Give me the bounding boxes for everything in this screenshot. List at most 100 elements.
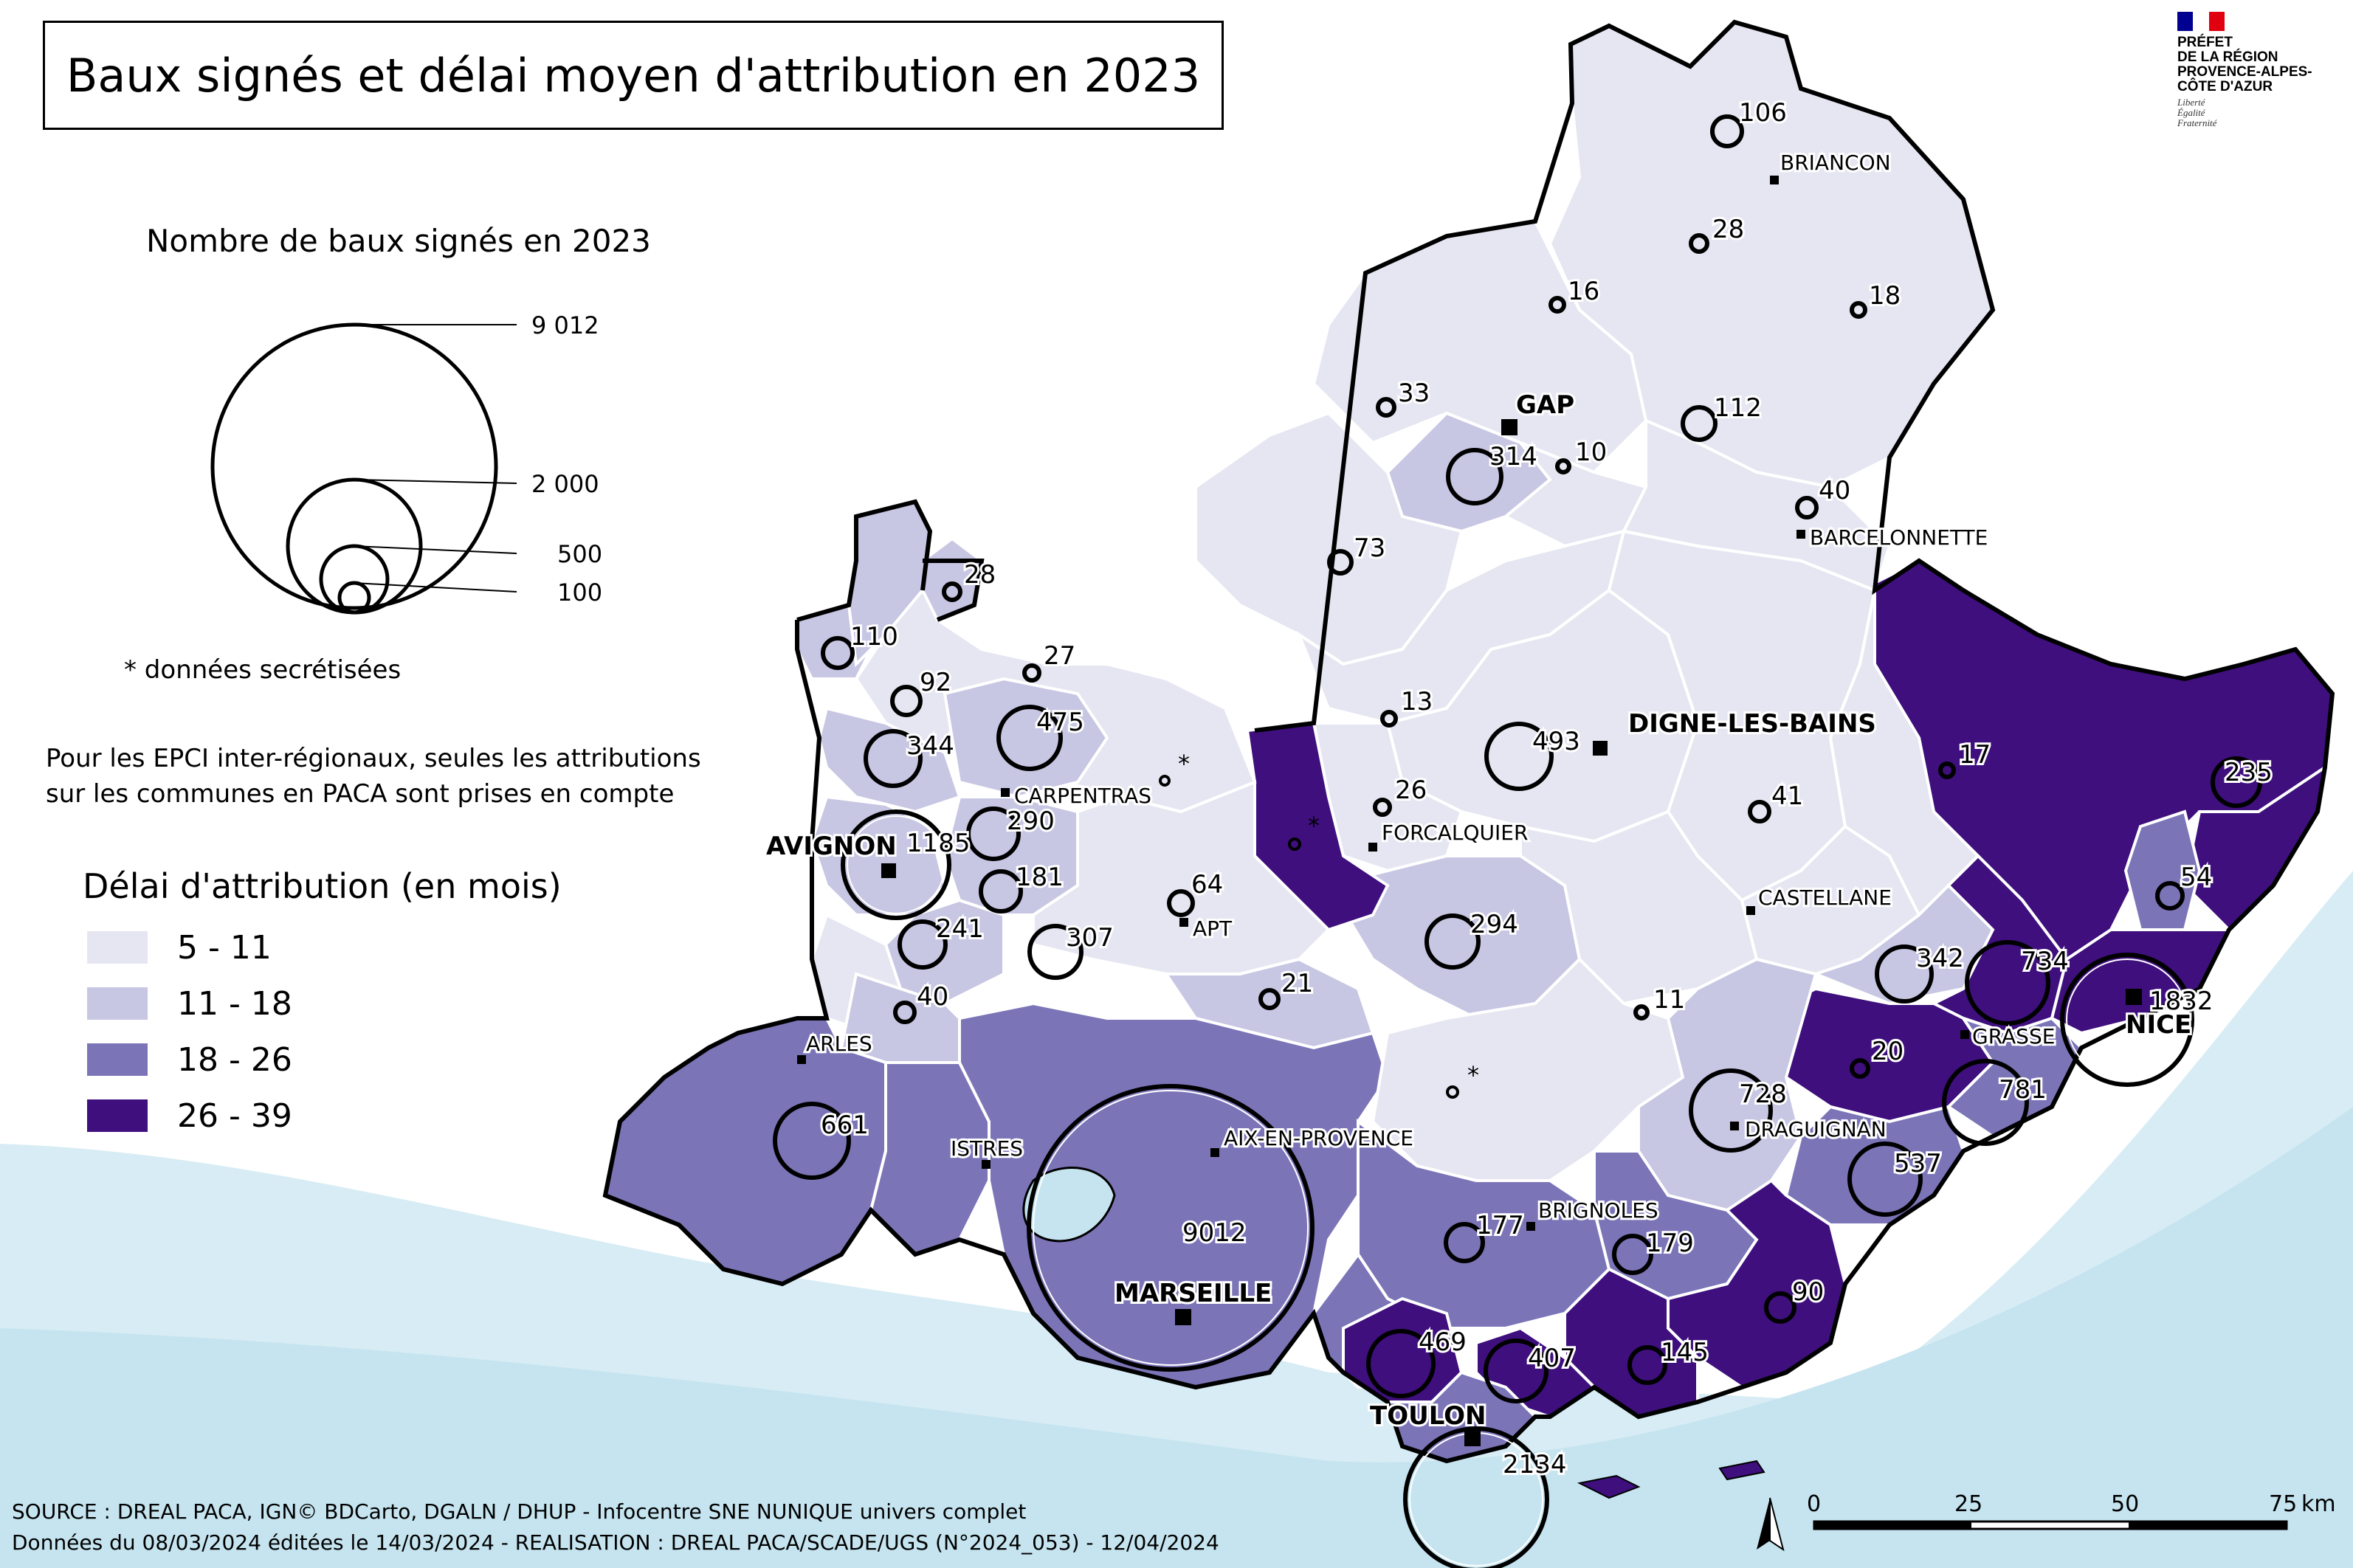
label-661: 661 [821,1111,869,1140]
label-235: 235 [2225,758,2273,787]
label-1185: 1185 [906,829,971,858]
legend-value-9012: 9 012 [531,311,599,339]
map-title-text: Baux signés et délai moyen d'attribution… [66,48,1201,103]
epci-arles [603,1017,887,1286]
circle-469 [1366,1329,1436,1398]
city-digne: DIGNE-LES-BAINS [1628,709,1876,739]
scale-tick-50: 50 [2111,1491,2139,1517]
city-istres: ISTRES [951,1136,1023,1161]
city-draguignan: DRAGUIGNAN [1745,1117,1887,1142]
city-markers [797,176,2142,1446]
city-forcalquier: FORCALQUIER [1382,821,1528,845]
circle-9012 [1027,1084,1315,1372]
label-92: 92 [920,668,951,697]
circle-407 [1484,1339,1548,1403]
epci-aix-marseille [958,1001,1390,1389]
label-342: 342 [1916,944,1964,973]
label-781: 781 [1999,1075,2047,1105]
legend-value-2000: 2 000 [531,470,599,498]
label-73: 73 [1354,533,1385,563]
label-18: 18 [1869,281,1901,311]
epci-carpentras [943,677,1109,799]
label-26: 26 [1395,776,1427,805]
label-17: 17 [1959,740,1991,770]
label-11: 11 [1653,985,1685,1015]
size-legend-title: Nombre de baux signés en 2023 [146,223,651,259]
label-10: 10 [1575,438,1607,467]
circle-537 [1847,1142,1923,1217]
sea-inner [0,1107,2353,1568]
prefet-line1: PRÉFET [2177,35,2233,50]
circle-493 [1484,722,1554,791]
epci-note: Pour les EPCI inter-régionaux, seules le… [46,741,701,812]
secret-mark-2: * [1308,812,1320,840]
delai-label-1: 5 - 11 [177,928,272,967]
circle-64 [1167,889,1195,917]
label-40b: 40 [917,982,948,1012]
label-344: 344 [906,731,954,761]
circle-1185 [841,809,951,920]
label-314: 314 [1489,442,1537,472]
circle-181 [979,869,1023,913]
delai-label-3: 18 - 26 [177,1040,292,1079]
circle-90 [1764,1291,1796,1324]
circle-290 [966,807,1021,861]
label-475: 475 [1036,708,1084,737]
label-110: 110 [850,622,898,652]
secret-mark-3: * [1467,1061,1479,1089]
island-levant [1718,1460,1765,1481]
label-64: 64 [1191,870,1223,899]
secret-points [1159,775,1459,1099]
circle-112 [1681,405,1718,442]
circle-661 [773,1102,851,1180]
prefet-line3: PROVENCE-ALPES- [2177,64,2312,80]
label-106: 106 [1739,98,1787,128]
circle-177 [1444,1222,1485,1263]
circle-17 [1938,761,1956,779]
circle-241 [898,919,948,970]
epci-note-line2: sur les communes en PACA sont prises en … [46,779,675,809]
circle-21 [1258,988,1281,1010]
label-112: 112 [1714,393,1762,423]
circle-92 [890,685,923,717]
delai-label-4: 26 - 39 [177,1096,292,1135]
circle-26 [1373,798,1392,817]
label-493: 493 [1532,727,1580,756]
scale-tick-0: 0 [1807,1491,1821,1517]
circle-54 [2155,881,2185,911]
size-legend-leaders [354,324,517,593]
circle-781 [1942,1059,2029,1146]
circle-73 [1327,549,1354,576]
city-aix: AIX-EN-PROVENCE [1224,1126,1413,1150]
size-legend-circles [210,322,498,615]
secret-mark-1: * [1178,750,1190,778]
devise-liberte: Liberté [2177,97,2205,108]
north-arrow-icon [1757,1497,1785,1552]
circle-728 [1689,1068,1773,1153]
label-33: 33 [1398,379,1430,408]
circle-40b [893,1001,917,1024]
label-21: 21 [1281,969,1313,998]
scale-bar [1813,1520,2288,1530]
circle-2134 [1403,1426,1549,1568]
city-briancon: BRIANCON [1780,151,1891,175]
label-28a: 28 [1712,215,1744,244]
circle-307 [1027,924,1084,980]
count-labels: 106 28 16 18 33 112 314 10 40 73 28 110 … [819,96,2275,1482]
label-294: 294 [1470,910,1518,939]
devise-egalite: Égalité [2177,107,2205,118]
delai-class-4: 26 - 39 [87,1096,292,1135]
city-arles: ARLES [806,1032,872,1056]
delai-class-1: 5 - 11 [87,928,272,967]
delai-swatch-4 [87,1099,148,1132]
label-537: 537 [1894,1149,1942,1178]
source-line1: SOURCE : DREAL PACA, IGN© BDCarto, DGALN… [12,1499,1027,1524]
label-28b: 28 [964,560,996,590]
scale-tick-75: 75 [2269,1491,2297,1517]
city-nice: NICE [2126,1010,2191,1040]
circle-179 [1612,1234,1653,1275]
city-gap: GAP [1516,390,1574,420]
prefet-text: PRÉFET DE LA RÉGION PROVENCE-ALPES- CÔTE… [2177,35,2340,94]
circle-28a [1689,233,1709,254]
city-castellane: CASTELLANE [1758,885,1892,910]
